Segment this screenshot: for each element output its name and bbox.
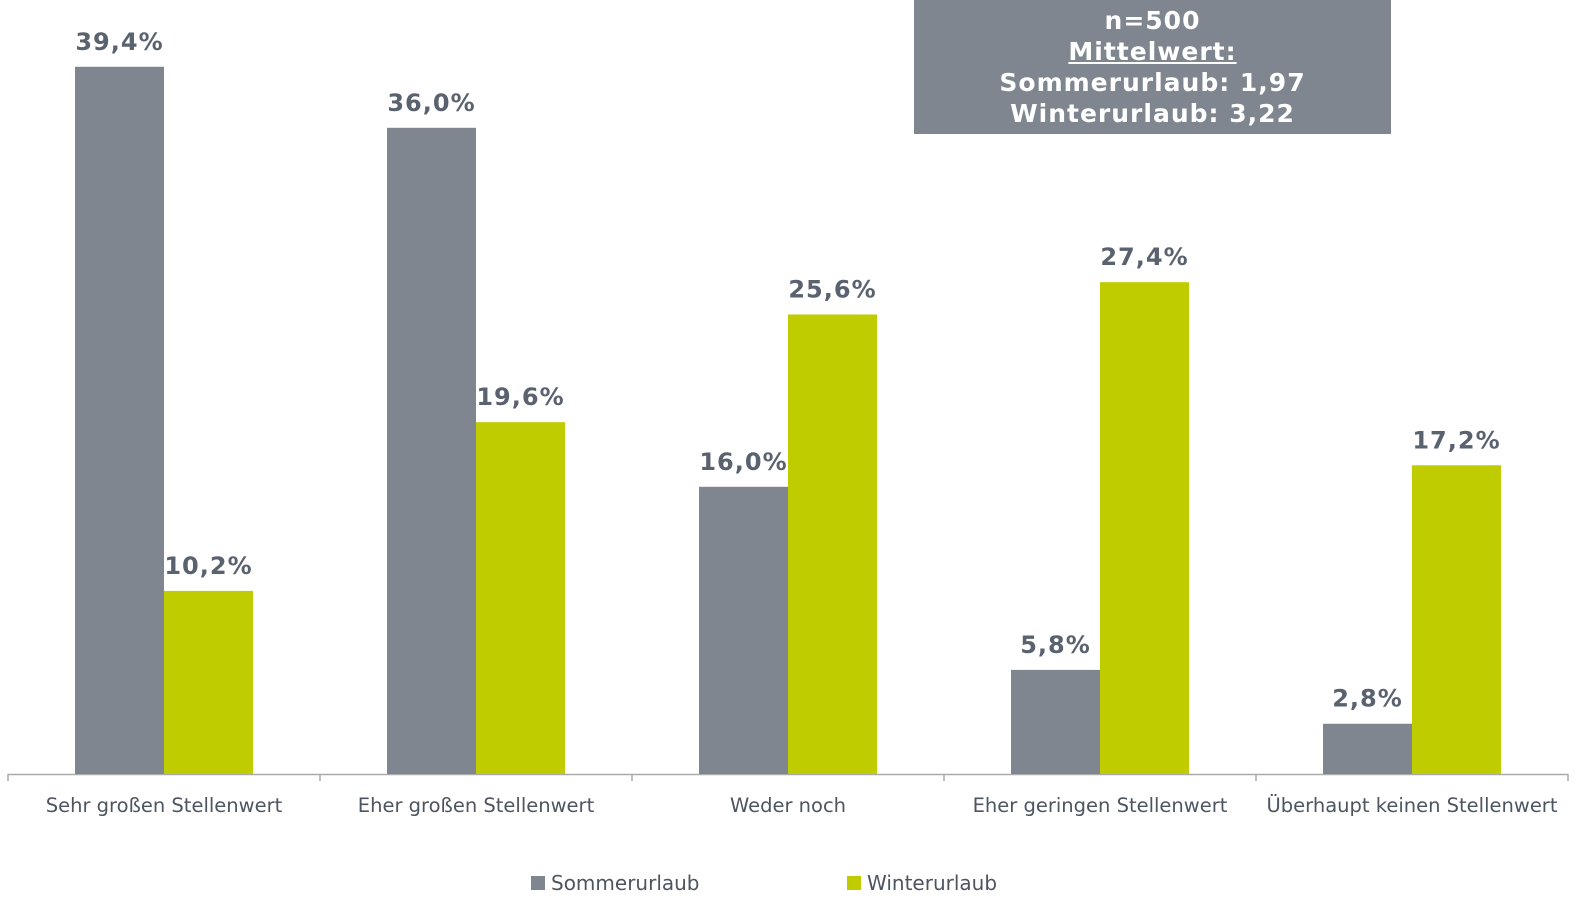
annotation: n=500 (1104, 6, 1201, 35)
annotation: Sommerurlaub: 1,97 (999, 68, 1306, 97)
x-tick-label: Sehr großen Stellenwert (45, 794, 283, 817)
bar (476, 422, 565, 774)
bar (1100, 282, 1189, 774)
bar (699, 486, 788, 774)
value-label: 39,4% (75, 28, 163, 56)
annotation: Mittelwert: (1068, 37, 1237, 66)
bar (164, 590, 253, 774)
separators (7, 774, 1569, 781)
bar (387, 127, 476, 775)
x-tick-label: Eher geringen Stellenwert (972, 794, 1228, 817)
legend-label: Winterurlaub (867, 871, 998, 895)
legend-swatch (847, 876, 861, 890)
value-label: 27,4% (1100, 243, 1188, 271)
value-label: 17,2% (1412, 426, 1500, 454)
bar (1323, 723, 1412, 774)
bar (1412, 465, 1501, 774)
legend-label: Sommerurlaub (551, 871, 700, 895)
legend-swatch (531, 876, 545, 890)
bar (1011, 669, 1100, 774)
value-label: 36,0% (387, 89, 475, 117)
x-tick-label: Weder noch (729, 794, 847, 817)
bar (75, 66, 164, 774)
value-label: 25,6% (788, 275, 876, 303)
value-label: 16,0% (699, 448, 787, 476)
annotation-box: n=500 Mittelwert: Sommerurlaub: 1,97 Win… (914, 0, 1391, 134)
legend-item: Winterurlaub (847, 871, 997, 895)
value-label: 2,8% (1332, 685, 1403, 713)
bar (788, 314, 877, 774)
annotation: Winterurlaub: 3,22 (1010, 99, 1295, 128)
x-tick-label: Überhaupt keinen Stellenwert (1266, 794, 1558, 817)
legend-item: Sommerurlaub (531, 871, 700, 895)
value-label: 5,8% (1020, 631, 1091, 659)
value-label: 19,6% (476, 383, 564, 411)
x-tick-label: Eher großen Stellenwert (357, 794, 595, 817)
value-label: 10,2% (164, 552, 252, 580)
